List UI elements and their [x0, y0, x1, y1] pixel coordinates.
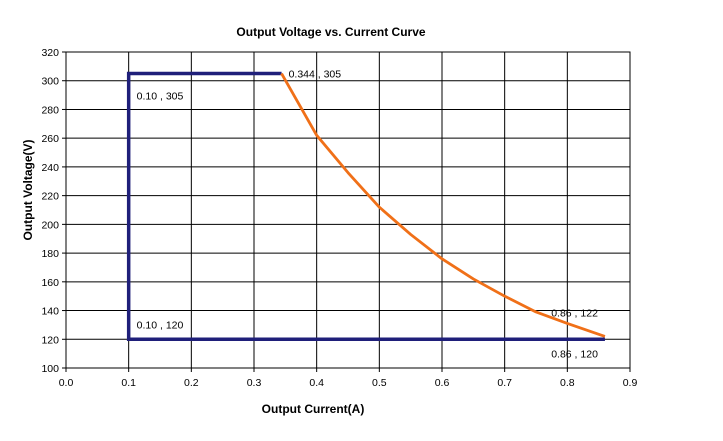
- series-line-constant-power-limit: [126, 71, 605, 342]
- series-group: [126, 71, 606, 342]
- x-tick-label: 0.6: [435, 377, 450, 389]
- x-tick-label: 0.3: [247, 377, 262, 389]
- y-tick-label: 220: [41, 191, 59, 203]
- x-tick-label: 0.7: [497, 377, 512, 389]
- x-axis-title: Output Current(A): [262, 402, 365, 416]
- data-label: 0.86 , 122: [551, 307, 598, 319]
- grid: [66, 52, 630, 368]
- y-tick-label: 160: [41, 277, 59, 289]
- x-tick-label: 0.0: [59, 377, 74, 389]
- data-label: 0.344 , 305: [289, 69, 342, 81]
- y-tick-label: 180: [41, 248, 59, 260]
- x-tick-label: 0.8: [560, 377, 575, 389]
- series-line-power-curve: [280, 72, 606, 338]
- x-tick-label: 0.1: [121, 377, 136, 389]
- tick-labels: 0.0 0.1 0.2 0.3 0.4 0.5 0.6 0.7 0.8 0.9 100 120 140 1…: [41, 47, 637, 389]
- chart-title: Output Voltage vs. Current Curve: [236, 25, 425, 39]
- x-tick-label: 0.9: [623, 377, 638, 389]
- y-tick-label: 260: [41, 133, 59, 145]
- y-tick-label: 120: [41, 334, 59, 346]
- y-tick-label: 320: [41, 47, 59, 59]
- y-axis-title: Output Voltage(V): [21, 139, 35, 240]
- y-tick-label: 200: [41, 219, 59, 231]
- y-tick-label: 280: [41, 104, 59, 116]
- annotations: 0.10 , 305 0.344 , 305 0.10 , 120 0.86 , 12…: [137, 69, 598, 361]
- y-tick-label: 140: [41, 306, 59, 318]
- data-label: 0.10 , 120: [137, 319, 184, 331]
- y-tick-label: 300: [41, 76, 59, 88]
- x-tick-label: 0.4: [309, 377, 324, 389]
- data-label: 0.10 , 305: [137, 91, 184, 103]
- y-tick-label: 100: [41, 363, 59, 375]
- y-tick-label: 240: [41, 162, 59, 174]
- x-tick-label: 0.5: [372, 377, 387, 389]
- x-tick-label: 0.2: [184, 377, 199, 389]
- data-label: 0.86 , 120: [551, 348, 598, 360]
- plot-area-border: [65, 51, 631, 369]
